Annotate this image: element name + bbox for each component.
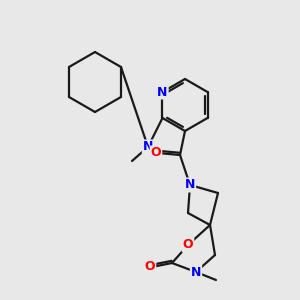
Text: O: O [145, 260, 155, 274]
Text: N: N [143, 140, 153, 154]
Text: N: N [157, 85, 168, 98]
Text: N: N [185, 178, 195, 191]
Text: O: O [151, 146, 161, 160]
Text: N: N [191, 266, 201, 278]
Text: O: O [183, 238, 193, 251]
